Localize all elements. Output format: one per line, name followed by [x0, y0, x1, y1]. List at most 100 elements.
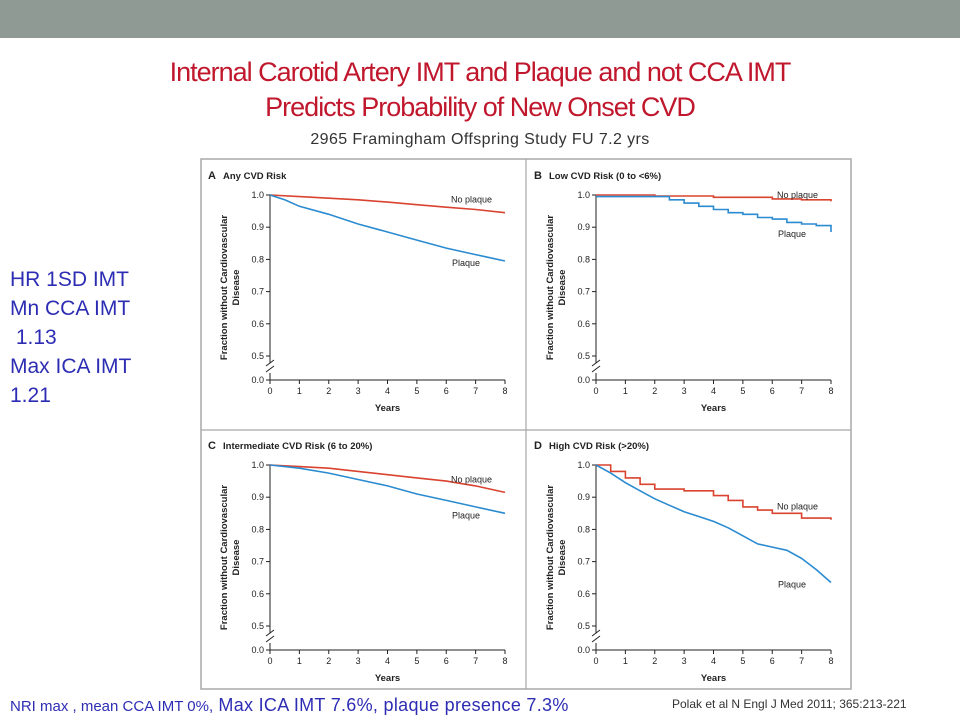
x-tick-label: 3 — [682, 656, 687, 666]
x-tick-label: 5 — [740, 386, 745, 396]
x-axis-label: Years — [375, 403, 400, 414]
x-tick-label: 5 — [414, 386, 419, 396]
x-tick-label: 4 — [385, 386, 390, 396]
y-axis-label-line: Fraction without Cardiovascular — [219, 485, 230, 630]
x-tick-label: 3 — [356, 386, 361, 396]
x-tick-label: 8 — [502, 386, 507, 396]
y-tick-label: 0.0 — [251, 645, 264, 655]
y-tick-label: 1.0 — [577, 460, 590, 470]
x-tick-label: 8 — [828, 656, 833, 666]
series-line-no-plaque — [269, 464, 506, 494]
panel-a: A Any CVD Risk 0.0 0.5 0.6 0.7 0.8 0.9 1.0 0 1 2 3 4 5… — [208, 170, 508, 414]
y-axis-label-line: Disease — [231, 540, 242, 576]
x-tick-label: 4 — [711, 656, 716, 666]
panel-d: D High CVD Risk (>20%) 0.0 0.5 0.6 0.7 0.8 0.9 1… — [534, 440, 834, 684]
panel-title: Any CVD Risk — [223, 171, 287, 182]
series-line-no-plaque — [596, 194, 832, 202]
y-tick-label: 1.0 — [577, 190, 590, 200]
x-tick-label: 1 — [623, 656, 628, 666]
y-axis-label: Fraction without CardiovascularDisease — [545, 215, 568, 360]
axis-break-marker — [265, 629, 275, 643]
y-tick-label: 0.5 — [577, 621, 590, 631]
citation: Polak et al N Engl J Med 2011; 365:213-2… — [672, 697, 907, 711]
y-tick-label: 0.7 — [577, 287, 590, 297]
y-tick-label: 1.0 — [251, 190, 264, 200]
series-line-no-plaque — [269, 194, 506, 214]
y-tick-label: 0.5 — [251, 351, 264, 361]
series-label-no-plaque: No plaque — [777, 502, 818, 512]
y-tick-label: 0.7 — [251, 287, 264, 297]
panel-letter: D — [534, 440, 542, 452]
y-axis-label: Fraction without CardiovascularDisease — [219, 215, 242, 360]
y-tick-label: 0.7 — [577, 557, 590, 567]
x-tick-label: 2 — [652, 386, 657, 396]
kaplan-meier-figure: A Any CVD Risk 0.0 0.5 0.6 0.7 0.8 0.9 1.0 0 1 2 3 4 5… — [200, 158, 852, 690]
x-tick-label: 3 — [356, 656, 361, 666]
y-tick-label: 0.5 — [251, 621, 264, 631]
panel-c: C Intermediate CVD Risk (6 to 20%) 0.0 0.5 0… — [208, 440, 508, 684]
x-tick-label: 6 — [444, 656, 449, 666]
series-label-no-plaque: No plaque — [451, 474, 492, 484]
x-tick-label: 8 — [502, 656, 507, 666]
x-tick-label: 5 — [414, 656, 419, 666]
x-tick-label: 1 — [297, 656, 302, 666]
axis-break-marker — [591, 629, 601, 643]
x-tick-label: 3 — [682, 386, 687, 396]
axis-break-marker — [265, 359, 275, 373]
panel-title: Intermediate CVD Risk (6 to 20%) — [223, 441, 372, 452]
y-axis-label: Fraction without CardiovascularDisease — [545, 485, 568, 630]
x-tick-label: 4 — [385, 656, 390, 666]
series-line-plaque — [596, 195, 832, 232]
hr-line: 1.21 — [10, 384, 51, 407]
x-tick-label: 6 — [770, 656, 775, 666]
y-tick-label: 0.8 — [251, 254, 264, 264]
axis-break-marker — [591, 359, 601, 373]
panel-title: High CVD Risk (>20%) — [549, 441, 649, 452]
series-line-plaque — [269, 464, 506, 515]
y-tick-label: 0.6 — [251, 319, 264, 329]
x-tick-label: 2 — [326, 386, 331, 396]
y-tick-label: 0.8 — [577, 524, 590, 534]
y-tick-label: 0.8 — [251, 524, 264, 534]
x-tick-label: 0 — [593, 386, 598, 396]
y-tick-label: 0.9 — [251, 492, 264, 502]
y-axis-label-line: Disease — [557, 540, 568, 576]
y-tick-label: 0.0 — [577, 375, 590, 385]
x-axis-label: Years — [375, 673, 400, 684]
y-tick-label: 0.8 — [577, 254, 590, 264]
hazard-ratio-block: HR 1SD IMT Mn CCA IMT 1.13 Max ICA IMT 1… — [10, 265, 131, 410]
y-axis-label: Fraction without CardiovascularDisease — [219, 485, 242, 630]
series-label-plaque: Plaque — [778, 580, 806, 590]
x-tick-label: 0 — [593, 656, 598, 666]
y-tick-label: 1.0 — [251, 460, 264, 470]
series-label-no-plaque: No plaque — [777, 190, 818, 200]
x-tick-label: 7 — [799, 656, 804, 666]
panel-letter: C — [208, 440, 216, 452]
hr-line: HR 1SD IMT — [10, 268, 130, 291]
y-tick-label: 0.5 — [577, 351, 590, 361]
hr-line: Mn CCA IMT — [10, 297, 131, 320]
nri-text-small: NRI max , mean CCA IMT 0%, — [10, 698, 214, 715]
y-axis-label-line: Disease — [557, 270, 568, 306]
series-label-no-plaque: No plaque — [451, 195, 492, 205]
y-tick-label: 0.9 — [577, 222, 590, 232]
slide-title-line-2: Predicts Probability of New Onset CVD — [265, 92, 696, 122]
x-tick-label: 6 — [444, 386, 449, 396]
series-label-plaque: Plaque — [778, 229, 806, 239]
x-tick-label: 7 — [473, 656, 478, 666]
series-label-plaque: Plaque — [452, 258, 480, 268]
x-tick-label: 6 — [770, 386, 775, 396]
x-tick-label: 0 — [267, 386, 272, 396]
nri-text-large: Max ICA IMT 7.6%, plaque presence 7.3% — [213, 695, 569, 715]
y-axis-label-line: Disease — [231, 270, 242, 306]
x-tick-label: 4 — [711, 386, 716, 396]
y-axis-label-line: Fraction without Cardiovascular — [545, 215, 556, 360]
nri-footnote: NRI max , mean CCA IMT 0%, Max ICA IMT 7… — [10, 695, 569, 716]
y-tick-label: 0.6 — [577, 319, 590, 329]
x-axis-label: Years — [701, 673, 726, 684]
panel-letter: A — [208, 170, 216, 182]
panel-b: B Low CVD Risk (0 to <6%) 0.0 0.5 0.6 0.7 0.8 0… — [534, 170, 834, 414]
x-tick-label: 7 — [799, 386, 804, 396]
y-tick-label: 0.6 — [577, 589, 590, 599]
slide-top-bar — [0, 0, 960, 38]
